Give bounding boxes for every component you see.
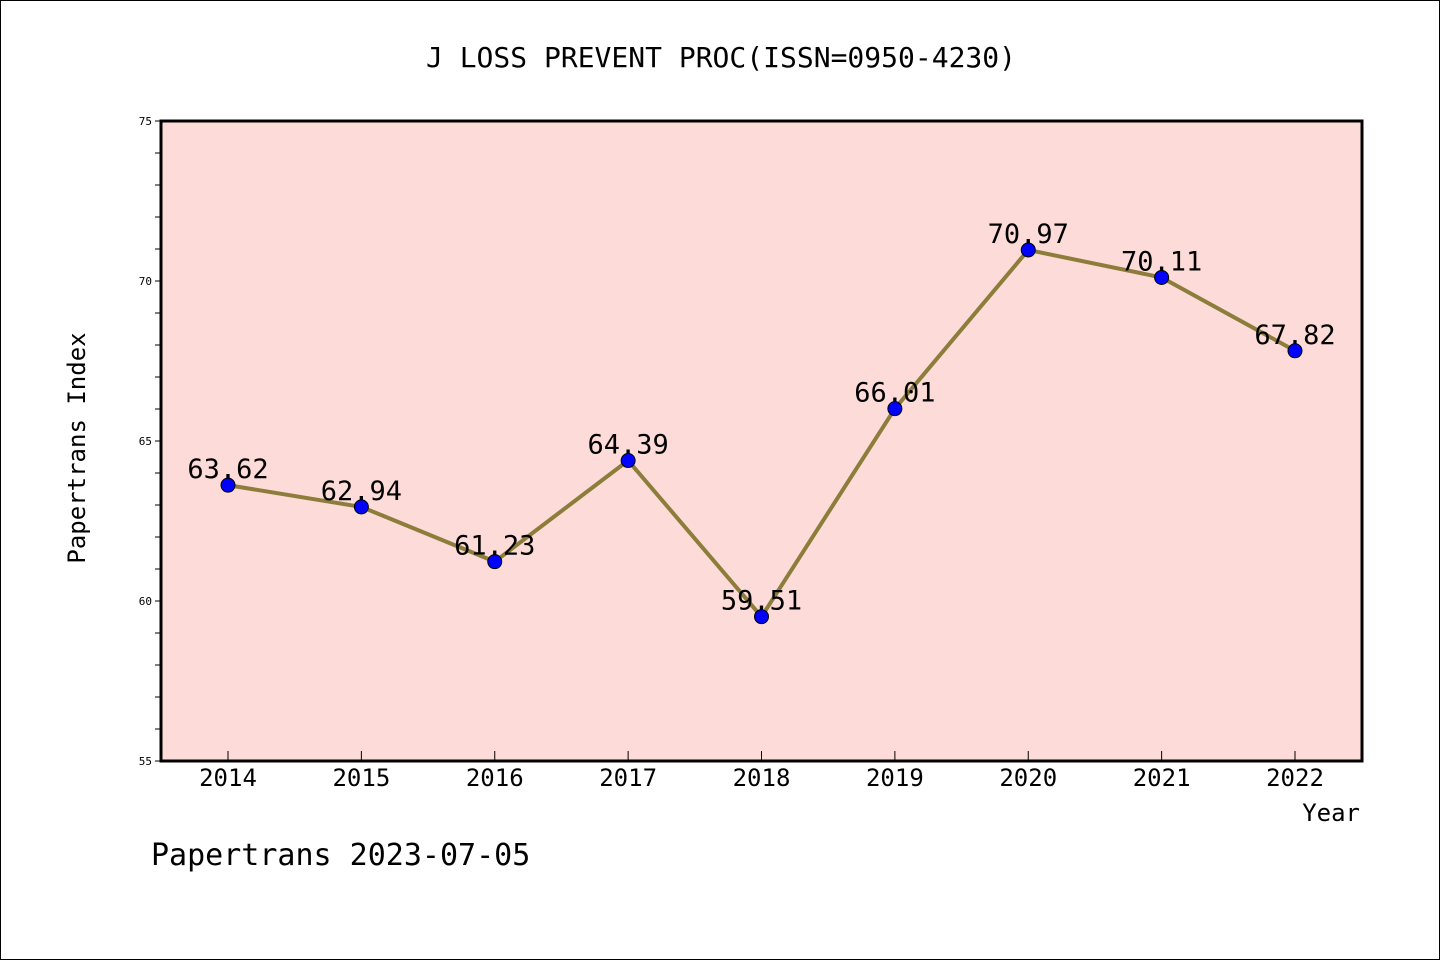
data-label: 66.01 <box>854 378 935 409</box>
data-label: 63.62 <box>187 454 268 485</box>
data-point <box>1020 242 1036 258</box>
y-tick-label: 75 <box>139 115 152 128</box>
x-tick-label: 2021 <box>1133 764 1191 792</box>
data-point <box>487 554 503 570</box>
y-tick-label: 70 <box>139 275 152 288</box>
data-label: 70.97 <box>988 219 1069 250</box>
y-tick-label: 60 <box>139 595 152 608</box>
chart-title: J LOSS PREVENT PROC(ISSN=0950-4230) <box>426 41 1016 74</box>
data-label: 70.11 <box>1121 246 1202 277</box>
y-axis-label: Papertrans Index <box>63 332 91 563</box>
footer-credit: Papertrans 2023-07-05 <box>151 838 530 873</box>
x-tick-label: 2018 <box>733 764 791 792</box>
data-point <box>754 609 769 625</box>
x-tick-label: 2020 <box>999 764 1057 792</box>
y-tick-label: 55 <box>139 755 152 768</box>
plot-area <box>159 119 1364 763</box>
data-point <box>1154 269 1170 285</box>
series-layer <box>220 242 1303 625</box>
y-tick-label: 65 <box>139 435 152 448</box>
data-label: 59.51 <box>721 586 802 617</box>
data-point <box>620 453 636 469</box>
x-axis-label: Year <box>1302 799 1360 827</box>
data-label: 61.23 <box>454 531 535 562</box>
data-point <box>887 401 903 417</box>
x-tick-label: 2022 <box>1266 764 1324 792</box>
data-label: 67.82 <box>1254 320 1335 351</box>
data-point <box>1287 343 1303 359</box>
data-label: 64.39 <box>587 430 668 461</box>
x-axis: 2014 2015 2016 2017 2018 2019 2020 2021 2022 <box>199 751 1324 792</box>
x-tick-label: 2016 <box>466 764 524 792</box>
data-label: 62.94 <box>321 476 402 507</box>
x-tick-label: 2017 <box>599 764 657 792</box>
data-label-layer: 63.62 62.94 61.23 64.39 59.51 66.01 70.97 70.11… <box>187 219 1335 617</box>
y-axis: 55 60 65 70 75 <box>139 115 161 768</box>
x-tick-label: 2014 <box>199 764 257 792</box>
data-point <box>353 499 369 515</box>
data-point <box>220 477 236 493</box>
x-tick-label: 2015 <box>332 764 390 792</box>
x-tick-label: 2019 <box>866 764 924 792</box>
